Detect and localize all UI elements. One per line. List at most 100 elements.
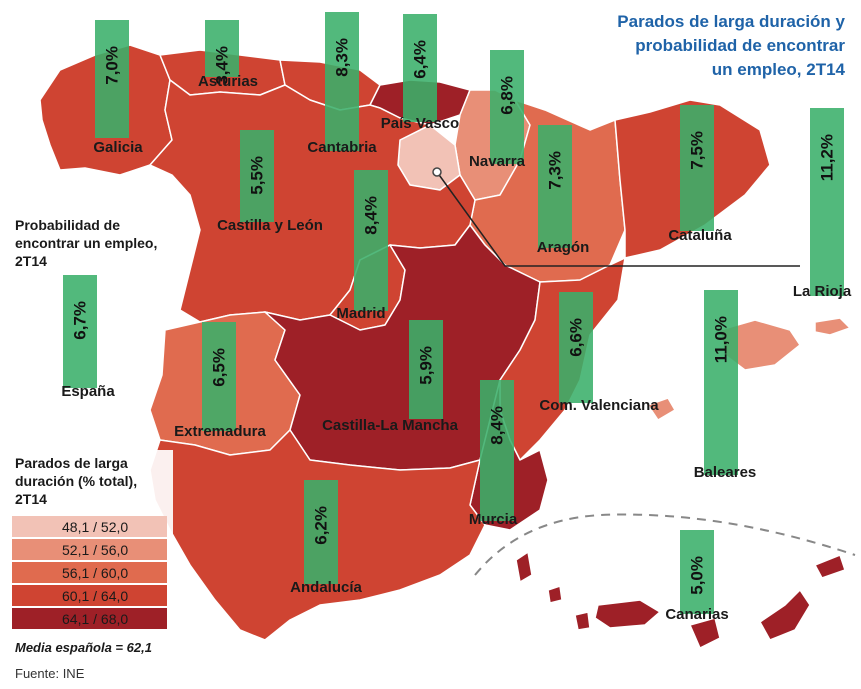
bar-rect-cantabria [325, 12, 359, 151]
bar-value-pais-vasco: 6,4% [411, 40, 430, 79]
bar-pais-vasco: 6,4% [403, 14, 437, 122]
bar-value-andalucia: 6,2% [312, 506, 331, 545]
bar-value-madrid: 8,4% [362, 196, 381, 235]
region-canarias-3 [574, 611, 591, 631]
legend-swatch-5 [12, 608, 167, 629]
region-label-espana: España [61, 383, 115, 400]
bar-rect-castilla-la-mancha [409, 320, 443, 419]
prob-caption-line-1: Probabilidad de [15, 217, 120, 233]
bar-value-cantabria: 8,3% [333, 38, 352, 77]
bar-cantabria: 8,3% [325, 12, 359, 151]
region-canarias-7 [814, 554, 846, 579]
region-label-castilla-y-leon: Castilla y León [217, 217, 323, 234]
region-label-extremadura: Extremadura [174, 423, 266, 440]
region-label-pais-vasco: País Vasco [381, 115, 459, 132]
bar-rect-baleares [704, 290, 738, 475]
legend-items: 48,1 / 52,0 52,1 / 56,0 56,1 / 60,0 60,1 / … [12, 516, 167, 629]
bar-galicia: 7,0% [95, 20, 129, 138]
bar-navarra: 6,8% [490, 50, 524, 164]
figure-title: Parados de larga duración y probabilidad… [617, 12, 845, 79]
region-label-andalucia: Andalucía [290, 579, 362, 596]
region-label-canarias: Canarias [665, 606, 728, 623]
legend-title-line-1: Parados de larga [15, 455, 128, 471]
bar-andalucia: 6,2% [304, 480, 338, 584]
prob-caption-line-3: 2T14 [15, 253, 47, 269]
region-label-la-rioja: La Rioja [793, 283, 852, 300]
title-line-3: un empleo, 2T14 [712, 60, 846, 79]
bar-value-navarra: 6,8% [498, 76, 517, 115]
region-canarias-2 [547, 585, 563, 604]
bar-rect-canarias [680, 530, 714, 614]
bar-rect-galicia [95, 20, 129, 138]
bar-value-extremadura: 6,5% [210, 348, 229, 387]
bar-value-la-rioja: 11,2% [818, 134, 837, 181]
region-label-com-valenciana: Com. Valenciana [539, 397, 659, 414]
bar-value-galicia: 7,0% [103, 46, 122, 85]
bar-la-rioja: 11,2% [810, 108, 844, 296]
legend-label-4: 60,1 / 64,0 [62, 588, 128, 604]
bar-rect-andalucia [304, 480, 338, 584]
average-note: Media española = 62,1 [15, 640, 152, 655]
bar-canarias: 5,0% [680, 530, 714, 614]
region-baleares-menorca [814, 317, 851, 336]
bar-rect-espana [63, 275, 97, 388]
bar-rect-la-rioja [810, 108, 844, 296]
bar-value-castilla-y-leon: 5,5% [248, 156, 267, 195]
prob-caption-line-2: encontrar un empleo, [15, 235, 157, 251]
probability-bars: 7,0% 3,4% 8,3% 6,4% 6,8% 7,3% 7,5% 11,2% 5,5% 8,4… [63, 12, 844, 614]
bar-rect-madrid [354, 170, 388, 311]
bar-value-castilla-la-mancha: 5,9% [417, 346, 436, 385]
region-label-galicia: Galicia [93, 139, 143, 156]
la-rioja-leader [432, 167, 800, 267]
bar-aragon: 7,3% [538, 125, 572, 248]
region-canarias-6 [759, 589, 811, 641]
bar-murcia: 8,4% [480, 380, 514, 521]
legend-swatch-2 [12, 539, 167, 560]
bar-rect-navarra [490, 50, 524, 164]
region-label-aragon: Aragón [537, 239, 590, 256]
bar-value-com-valenciana: 6,6% [567, 318, 586, 357]
bar-value-cataluna: 7,5% [688, 131, 707, 170]
bar-value-murcia: 8,4% [488, 406, 507, 445]
bar-castilla-la-mancha: 5,9% [409, 320, 443, 419]
region-label-asturias: Asturias [198, 73, 258, 90]
region-label-baleares: Baleares [694, 464, 757, 481]
region-label-navarra: Navarra [469, 153, 526, 170]
legend-label-3: 56,1 / 60,0 [62, 565, 128, 581]
region-baleares-ibiza [647, 397, 676, 421]
region-label-madrid: Madrid [336, 305, 385, 322]
region-canarias-4 [594, 599, 661, 629]
source-note: Fuente: INE [15, 666, 85, 681]
legend-swatch-4 [12, 585, 167, 606]
region-label-cataluna: Cataluña [668, 227, 732, 244]
bar-rect-castilla-y-leon [240, 130, 274, 222]
bar-rect-murcia [480, 380, 514, 521]
bar-rect-pais-vasco [403, 14, 437, 122]
bar-asturias: 3,4% [205, 20, 239, 85]
bar-rect-aragon [538, 125, 572, 248]
bar-com-valenciana: 6,6% [559, 292, 593, 403]
bar-rect-asturias [205, 20, 239, 77]
bar-extremadura: 6,5% [202, 322, 236, 431]
region-label-castilla-la-mancha: Castilla-La Mancha [322, 417, 459, 434]
legend: Parados de larga duración (% total), 2T1… [8, 450, 173, 638]
legend-label-1: 48,1 / 52,0 [62, 519, 128, 535]
title-line-2: probabilidad de encontrar [635, 36, 845, 55]
legend-label-2: 52,1 / 56,0 [62, 542, 128, 558]
bar-value-aragon: 7,3% [546, 151, 565, 190]
legend-swatch-3 [12, 562, 167, 583]
region-canarias-1 [515, 551, 533, 583]
bar-madrid: 8,4% [354, 170, 388, 311]
region-label-murcia: Murcia [469, 511, 518, 528]
bar-espana: 6,7% [63, 275, 97, 388]
title-line-1: Parados de larga duración y [617, 12, 845, 31]
bar-value-espana: 6,7% [71, 301, 90, 340]
region-label-cantabria: Cantabria [307, 139, 377, 156]
legend-title-line-3: 2T14 [15, 491, 47, 507]
bar-value-asturias: 3,4% [213, 46, 232, 85]
legend-label-5: 64,1 / 68,0 [62, 611, 128, 627]
bar-rect-cataluna [680, 105, 714, 231]
region-canarias-5 [689, 617, 721, 649]
